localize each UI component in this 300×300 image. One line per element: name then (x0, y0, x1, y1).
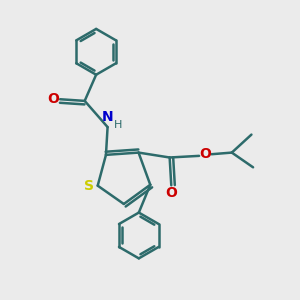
Text: H: H (114, 120, 122, 130)
Text: N: N (102, 110, 113, 124)
Text: O: O (47, 92, 59, 106)
Text: S: S (83, 179, 94, 193)
Text: O: O (200, 147, 212, 161)
Text: O: O (165, 187, 177, 200)
